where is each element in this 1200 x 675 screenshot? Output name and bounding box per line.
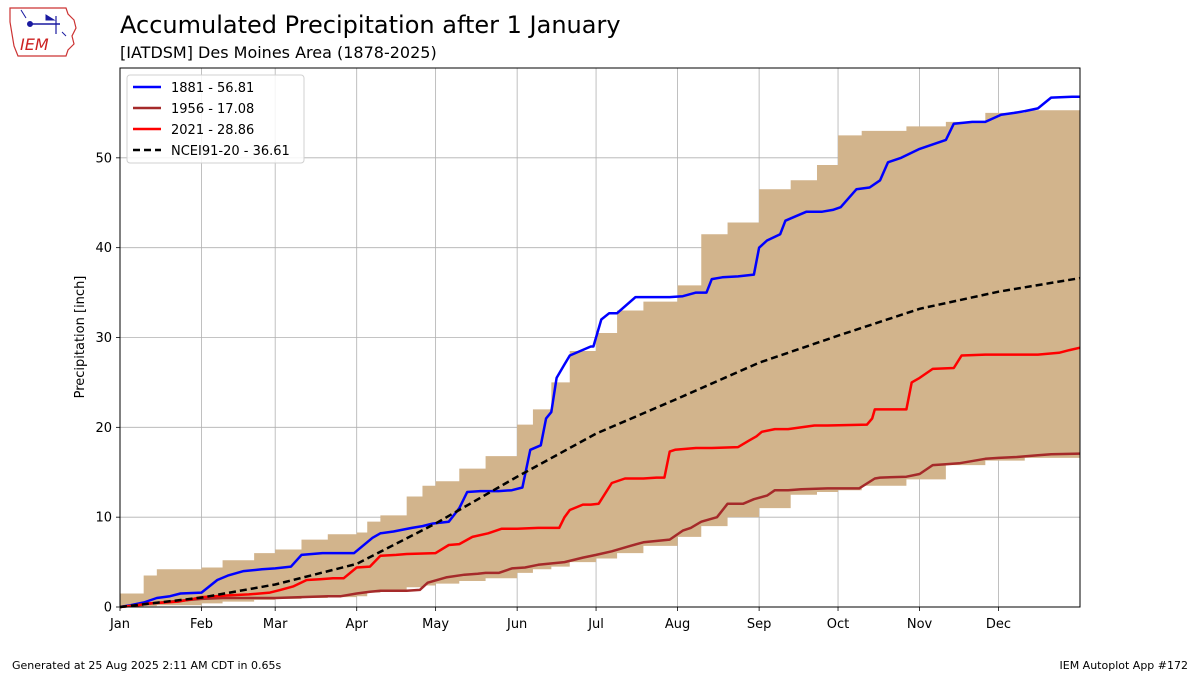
x-axis: Jan Feb Mar Apr May Jun Jul Aug Sep Oct Nov Dec (109, 607, 1011, 632)
x-tick-label: Oct (827, 617, 849, 632)
series-line-1 (119, 452, 1081, 609)
x-tick-label: Nov (907, 617, 933, 632)
chart-title: Accumulated Precipitation after 1 Januar… (120, 11, 621, 39)
series-lines (119, 95, 1081, 609)
logo-text: IEM (20, 35, 49, 54)
x-tick-label: Mar (263, 617, 288, 632)
y-tick-label: 10 (95, 511, 112, 526)
y-tick-label: 20 (95, 421, 112, 436)
series-line-0 (119, 95, 1080, 609)
legend-label-1: 1956 - 17.08 (171, 102, 254, 117)
y-tick-label: 0 (104, 601, 112, 616)
x-tick-label: Jun (506, 617, 527, 632)
x-tick-label: Feb (190, 617, 213, 632)
generated-note: Generated at 25 Aug 2025 2:11 AM CDT in … (12, 659, 282, 672)
y-axis-label: Precipitation [inch] (73, 276, 88, 399)
x-tick-label: May (422, 617, 449, 632)
iem-logo: IEM (9, 7, 77, 57)
x-tick-label: Apr (345, 617, 368, 632)
x-tick-label: Aug (665, 617, 690, 632)
series-line-3 (119, 276, 1081, 609)
x-tick-label: Jul (587, 617, 604, 632)
range-band (120, 96, 1080, 607)
y-tick-label: 50 (95, 151, 112, 166)
legend-box (126, 74, 305, 164)
legend-label-2: 2021 - 28.86 (171, 123, 254, 138)
y-tick-label: 30 (95, 331, 112, 346)
app-label: IEM Autoplot App #172 (1059, 659, 1189, 672)
x-tick-label: Dec (986, 617, 1011, 632)
legend-label-3: NCEI91-20 - 36.61 (171, 144, 290, 159)
series-line-2 (119, 346, 1081, 609)
x-tick-label: Sep (747, 617, 772, 632)
range-band-area (120, 96, 1080, 607)
weather-instrument-icon (20, 9, 67, 37)
y-axis: 0 10 20 30 40 50 (95, 151, 120, 616)
legend: 1881 - 56.81 1956 - 17.08 2021 - 28.86 NCEI… (126, 74, 305, 164)
iowa-outline-icon (9, 7, 77, 57)
y-tick-label: 40 (95, 241, 112, 256)
chart-subtitle: [IATDSM] Des Moines Area (1878-2025) (120, 43, 437, 62)
x-tick-label: Jan (109, 617, 130, 632)
legend-label-0: 1881 - 56.81 (171, 81, 254, 96)
